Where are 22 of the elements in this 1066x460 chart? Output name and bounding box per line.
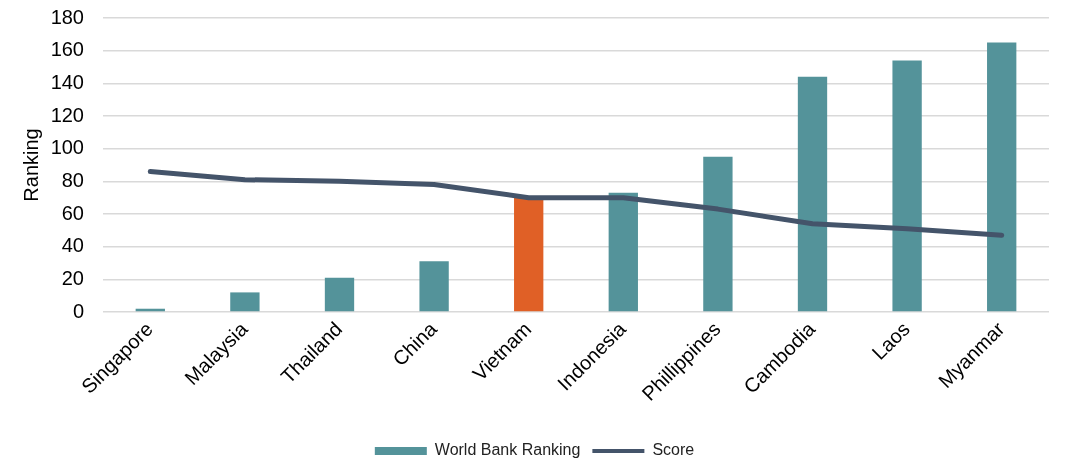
y-tick-label: 60	[61, 201, 84, 224]
y-tick-label: 120	[50, 103, 84, 126]
y-tick-label: 100	[50, 136, 84, 159]
bar	[892, 60, 922, 312]
y-tick-label: 20	[61, 266, 84, 289]
bar	[419, 261, 449, 312]
legend-label: Score	[652, 441, 695, 459]
bar	[324, 277, 355, 312]
bar	[987, 42, 1017, 312]
bar	[230, 292, 260, 312]
y-axis-title: Ranking	[19, 128, 42, 202]
bar	[608, 192, 638, 312]
y-tick-label: 0	[72, 299, 84, 322]
y-tick-label: 80	[61, 168, 84, 191]
bar	[797, 76, 828, 312]
y-tick-label: 180	[50, 5, 84, 28]
legend-label: World Bank Ranking	[434, 441, 581, 459]
bar	[514, 197, 544, 312]
y-tick-label: 140	[50, 70, 84, 93]
y-tick-label: 160	[50, 38, 84, 61]
bar	[703, 156, 733, 312]
y-tick-label: 40	[61, 234, 84, 257]
